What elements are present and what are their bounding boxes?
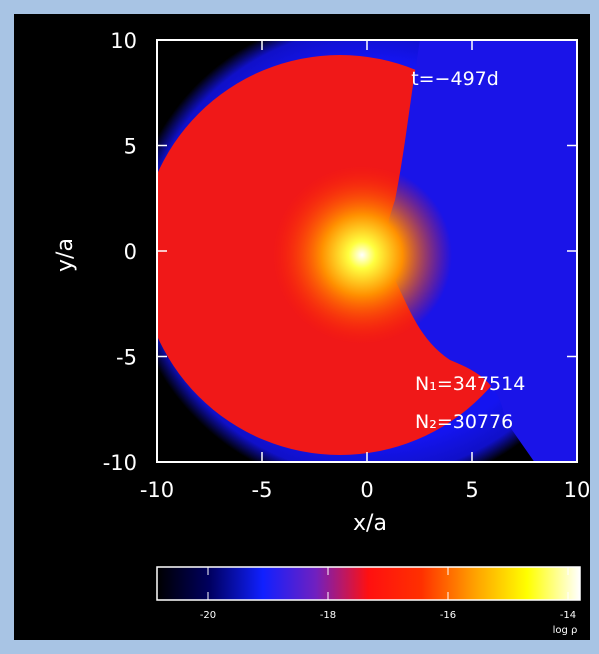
x-tick-label: -10 [140, 478, 174, 502]
y-tick-label: 5 [124, 135, 137, 159]
annotation: t=−497d [411, 68, 499, 90]
colorbar-tick-label: -14 [560, 610, 576, 621]
x-tick-label: 5 [465, 478, 478, 502]
y-tick-label: 0 [124, 240, 137, 264]
x-tick-label: 10 [564, 478, 591, 502]
colorbar-tick-label: -18 [320, 610, 336, 621]
colorbar-label: log ρ [553, 625, 578, 636]
annotation: N₂=30776 [415, 411, 513, 433]
density-image [157, 40, 577, 462]
colorbar-tick-label: -16 [440, 610, 456, 621]
annotation: N₁=347514 [415, 373, 525, 395]
y-tick-label: 10 [110, 29, 137, 53]
colorbar [156, 566, 581, 601]
y-tick-label: -5 [116, 346, 137, 370]
x-tick-label: -5 [252, 478, 273, 502]
colorbar-tick-label: -20 [200, 610, 216, 621]
y-tick-label: -10 [103, 451, 137, 475]
y-axis-label: y/a [53, 238, 78, 272]
x-axis-label: x/a [353, 511, 387, 536]
x-tick-label: 0 [360, 478, 373, 502]
